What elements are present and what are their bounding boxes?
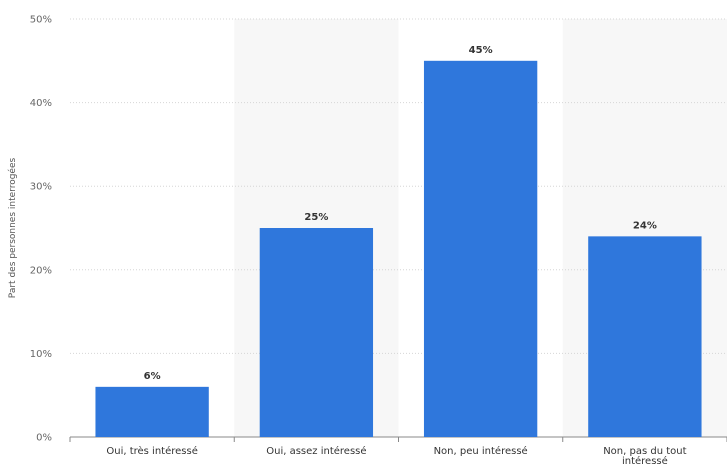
bar: [259, 228, 374, 437]
x-category-label-line: intéressé: [622, 455, 668, 467]
bar: [95, 386, 209, 437]
y-tick-label: 10%: [30, 349, 52, 360]
bar-series: 6% 25% 45% 24%: [95, 45, 702, 438]
bar: [588, 236, 702, 437]
y-tick-label: 30%: [30, 182, 52, 193]
data-label: 25%: [304, 212, 328, 223]
x-category-label: Oui, assez intéressé: [266, 445, 366, 457]
bar: [423, 60, 538, 438]
x-category-label-line: Oui, très intéressé: [106, 445, 198, 457]
y-tick-label: 50%: [30, 15, 52, 26]
x-category-label: Non, peu intéressé: [434, 445, 528, 457]
x-category-label-line: Non, peu intéressé: [434, 445, 528, 457]
data-label: 24%: [633, 220, 657, 231]
x-axis-categories: Oui, très intéressé Oui, assez intéressé N…: [106, 445, 686, 467]
x-category-label: Non, pas du tout intéressé: [603, 446, 686, 467]
data-label: 45%: [469, 45, 493, 56]
x-category-label-line: Oui, assez intéressé: [266, 445, 366, 457]
x-category-label: Oui, très intéressé: [106, 445, 198, 457]
y-axis-label: Part des personnes interrogées: [7, 158, 18, 299]
x-axis: [69, 436, 727, 442]
y-tick-label: 0%: [36, 433, 52, 444]
y-tick-label: 20%: [30, 265, 52, 276]
data-label: 6%: [144, 371, 161, 382]
y-axis-ticks: 0% 10% 20% 30% 40% 50%: [30, 15, 52, 444]
x-category-label-line: Non, pas du tout: [603, 446, 686, 457]
y-tick-label: 40%: [30, 98, 52, 109]
